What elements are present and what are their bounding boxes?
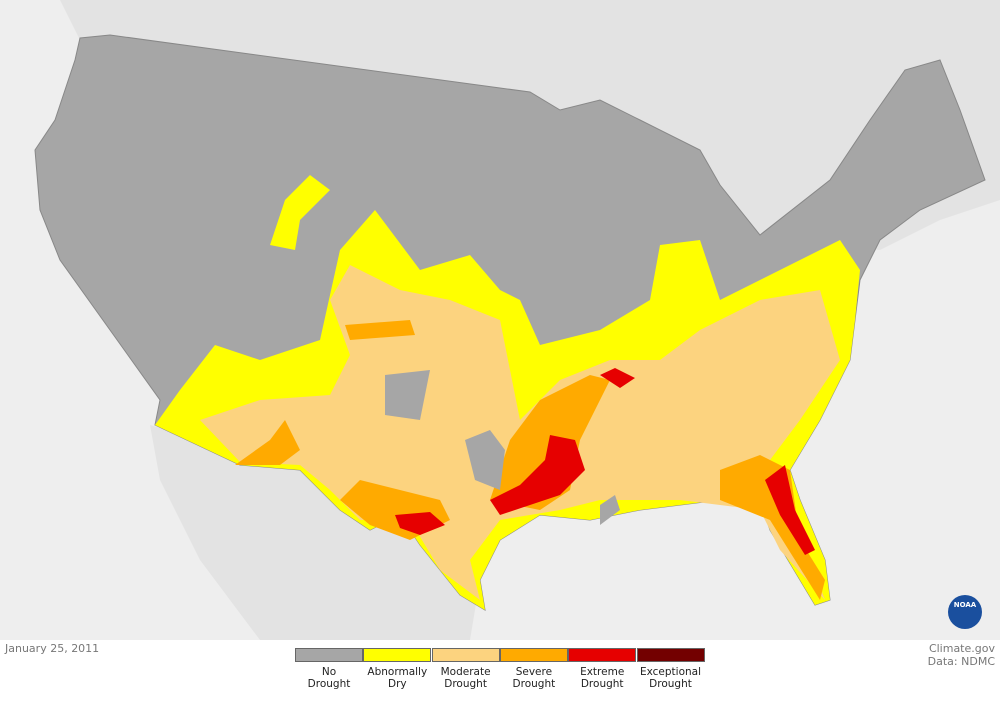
legend-swatch [568,648,637,662]
legend-label-line: Severe [515,666,553,678]
legend-label-line: Extreme [580,666,625,678]
severe-drought [235,320,825,600]
legend-label-line: Drought [512,678,556,690]
legend-label-line: Drought [649,678,692,690]
legend-label-line: Exceptional [639,666,702,678]
legend-swatch [499,648,568,662]
legend-label-line: Drought [444,678,487,690]
legend-swatch [363,648,432,662]
abnormally-dry-wy [270,175,330,250]
legend-label: Moderate Drought [432,666,500,690]
credit: Climate.gov [928,642,995,655]
extreme-drought [395,368,815,555]
legend-swatch [295,648,363,662]
no-drought-patch [385,370,620,525]
noaa-logo-text: NOAA [954,601,977,609]
legend-label: Severe Drought [500,666,568,690]
legend-label-line: Dry [387,678,407,690]
legend-label: Abnormally Dry [363,666,431,690]
drought-map: NOAA [0,0,1000,640]
legend-label-line: Abnormally [367,666,428,678]
legend-label: Exceptional Drought [637,666,705,690]
legend-label-line: Drought [580,678,624,690]
legend-label-line: Moderate [440,666,491,678]
legend-label: Extreme Drought [568,666,636,690]
noaa-logo [948,595,982,629]
legend-label: No Drought [295,666,363,690]
legend-label-line: Drought [307,678,351,690]
legend-swatch [636,648,705,662]
source: Data: NDMC [927,655,995,668]
mexico [150,425,480,640]
legend-label-line: No [321,666,337,678]
legend-swatch [431,648,500,662]
legend: No Drought Abnormally Dry Moderate Drought Sev… [295,648,705,704]
date: January 25, 2011 [5,642,100,655]
